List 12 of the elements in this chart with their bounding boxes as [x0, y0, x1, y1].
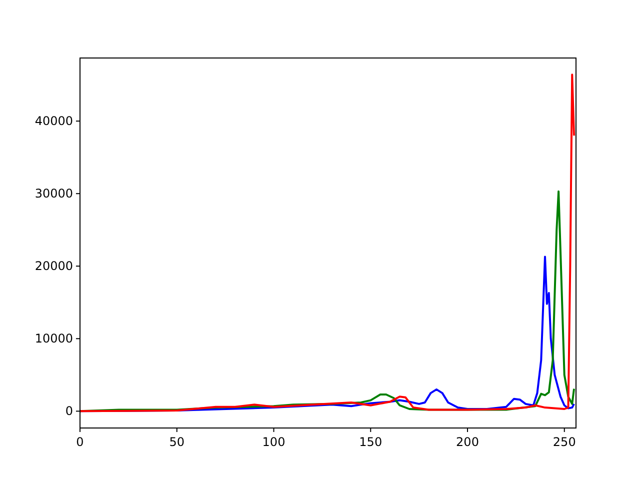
x-tick-label: 200 [456, 435, 479, 449]
y-tick-label: 0 [65, 404, 73, 418]
x-tick-label: 50 [169, 435, 185, 449]
y-tick-label: 10000 [34, 332, 73, 346]
x-tick-label: 250 [552, 435, 576, 449]
y-tick-label: 30000 [34, 186, 73, 201]
y-tick-label: 20000 [34, 259, 73, 274]
y-tick-label: 40000 [34, 114, 73, 128]
x-tick-label: 0 [76, 435, 84, 449]
x-tick-label: 150 [359, 435, 382, 449]
x-tick-label: 100 [262, 435, 286, 449]
line-series [80, 74, 576, 412]
